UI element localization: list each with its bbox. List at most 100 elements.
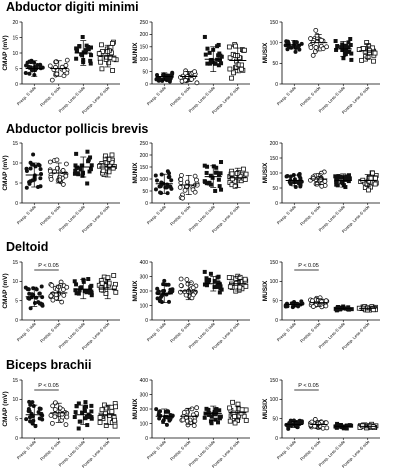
- chart7-point: [155, 286, 160, 291]
- chart6-xtick-label: Presp. S side: [16, 321, 38, 343]
- chart0-point: [63, 62, 69, 68]
- chart6-point: [27, 291, 32, 296]
- chart1-point: [218, 53, 223, 58]
- chart5-ytick-label: 0: [275, 201, 278, 207]
- chart7-point: [226, 275, 232, 280]
- chart1-point: [216, 63, 221, 68]
- chart6-point: [49, 282, 55, 288]
- chart3-point: [109, 152, 115, 158]
- chart2-ytick-label: 100: [270, 40, 279, 46]
- chart0-point: [83, 48, 88, 53]
- chart9-point: [82, 409, 87, 414]
- chart2-point: [346, 40, 351, 45]
- chart9-point: [28, 402, 33, 407]
- chart0-point: [88, 58, 93, 63]
- chart2-point: [370, 45, 375, 51]
- chart2-point: [365, 54, 371, 60]
- muscle-title-adm: Abductor digiti minimi: [6, 0, 139, 14]
- chart1-xtick-label: Postsp. S side: [169, 85, 192, 108]
- chart2-point: [348, 36, 353, 41]
- chart6-point: [28, 306, 33, 311]
- chart10-point: [192, 418, 198, 424]
- chart0-point: [35, 62, 40, 67]
- chart4-point: [217, 184, 222, 189]
- chart4-point: [210, 175, 215, 180]
- chart0-point: [74, 49, 79, 54]
- chart4-point: [179, 172, 184, 178]
- chart3-point: [48, 176, 54, 182]
- chart8-point: [309, 298, 315, 304]
- chart10-ytick-label: 300: [140, 392, 149, 398]
- chart4-point: [234, 171, 240, 176]
- chart11-point: [324, 425, 330, 431]
- chart2-point: [284, 39, 289, 44]
- chart6-point: [87, 289, 92, 294]
- chart3-point: [38, 167, 43, 172]
- chart9-point: [31, 404, 36, 409]
- chart4-xtick-label: Postsp. S side: [169, 204, 192, 227]
- chart4-point: [241, 166, 246, 172]
- chart1-point: [238, 66, 244, 72]
- chart9-point: [37, 406, 42, 411]
- chart4-point: [219, 160, 224, 165]
- chart6-point: [36, 300, 41, 305]
- chart1-xtick-label: Presp. S side: [146, 85, 168, 107]
- chart3-point: [110, 165, 116, 171]
- chart9-point: [112, 417, 118, 423]
- chart7-xtick-label: Postsp. S side: [169, 321, 192, 344]
- chart4-point: [243, 171, 249, 177]
- chart2-point: [349, 57, 354, 62]
- chart9-point: [73, 410, 78, 415]
- chart4-point: [165, 191, 170, 196]
- chart10-point: [241, 413, 247, 419]
- chart3-point: [85, 149, 90, 154]
- chart4-ytick-label: 200: [140, 153, 149, 159]
- chart1-y-axis-label: MUNIX: [132, 42, 139, 64]
- chart10-point: [230, 399, 235, 405]
- chart2-point: [313, 45, 319, 50]
- chart4-point: [211, 164, 216, 169]
- chart11-pvalue-annotation: P < 0.05: [298, 383, 319, 389]
- chart3-point: [87, 169, 92, 174]
- chart9-ytick-label: 10: [12, 397, 18, 403]
- chart4-point: [202, 179, 207, 184]
- chart9-xtick-label: Postsp. S side: [39, 439, 62, 462]
- chart10-point: [206, 407, 211, 412]
- chart2-point: [339, 45, 344, 50]
- chart3-point: [63, 161, 69, 167]
- chart1-point: [205, 46, 210, 51]
- chart3-point: [78, 167, 83, 172]
- chart0-point: [88, 45, 93, 50]
- chart8-ytick-label: 100: [270, 279, 279, 285]
- chart2-xtick-label: Presp. S side: [276, 85, 298, 107]
- chart7-point: [166, 282, 171, 287]
- chart2-point: [372, 50, 378, 56]
- chart2-point: [335, 44, 340, 49]
- chart9-ytick-label: 15: [12, 378, 18, 384]
- chart2-point: [364, 40, 370, 45]
- chart2-point: [343, 51, 348, 56]
- chart11-point: [337, 423, 342, 428]
- chart5-point: [310, 176, 316, 181]
- chart1-ytick-label: 250: [140, 20, 149, 26]
- chart2-point: [349, 51, 354, 56]
- chart8-ytick-label: 150: [270, 260, 279, 266]
- chart7-point: [218, 284, 223, 289]
- chart4-point: [237, 173, 243, 179]
- chart6-ytick-label: 15: [12, 260, 18, 266]
- chart1-point: [189, 76, 194, 82]
- chart9-point: [76, 426, 81, 431]
- chart1-ytick-label: 200: [140, 32, 149, 38]
- chart3-point: [86, 157, 91, 162]
- chart4-ytick-label: 50: [142, 189, 148, 195]
- chart9-point: [77, 419, 82, 424]
- chart11-xtick-label: Presp. S side: [276, 439, 298, 461]
- chart8-y-axis-label: MUSIX: [262, 280, 269, 301]
- chart0-point: [110, 41, 115, 46]
- chart2-ytick-label: 0: [275, 82, 278, 88]
- chart9-point: [53, 400, 58, 406]
- chart6-point: [59, 299, 65, 305]
- chart9-point: [28, 419, 33, 424]
- chart10-point: [243, 407, 249, 413]
